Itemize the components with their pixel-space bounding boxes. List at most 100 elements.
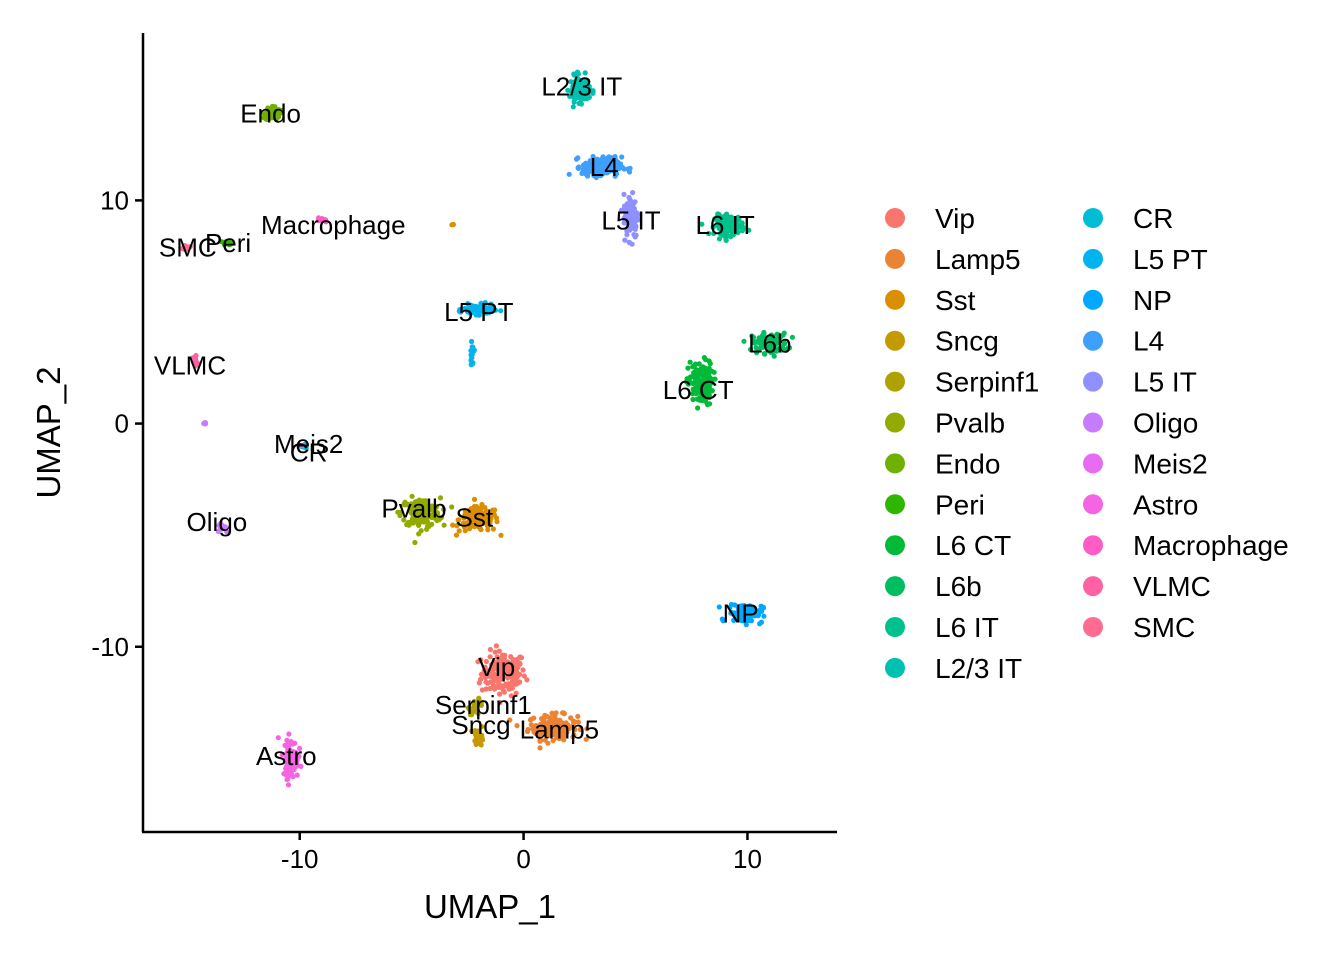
legend-key <box>885 289 905 310</box>
y-tick-label: -10 <box>91 632 129 662</box>
legend-key <box>1083 453 1103 474</box>
cluster-label: L4 <box>590 152 619 182</box>
data-point <box>450 221 456 228</box>
data-point <box>460 520 466 526</box>
data-point <box>498 672 505 678</box>
data-point <box>483 686 489 692</box>
series-l5-it <box>618 190 641 247</box>
legend-label: Vip <box>935 203 975 234</box>
series-meis2 <box>297 442 306 449</box>
data-point <box>413 507 419 513</box>
data-point <box>624 228 630 234</box>
data-point <box>299 443 306 449</box>
data-point <box>528 722 534 728</box>
legend-key <box>1083 412 1103 433</box>
data-point <box>525 726 531 733</box>
data-point <box>537 745 543 751</box>
legend-item: VLMC <box>1083 571 1211 602</box>
data-point <box>482 308 488 314</box>
data-point <box>571 99 577 105</box>
data-point <box>709 388 715 394</box>
data-point <box>612 173 618 179</box>
data-point <box>720 618 726 624</box>
data-point <box>483 658 489 665</box>
cluster-label: Pvalb <box>381 493 446 523</box>
data-point <box>724 211 730 217</box>
data-point <box>741 338 747 344</box>
data-point <box>550 738 556 744</box>
legend-label: L2/3 IT <box>935 653 1022 684</box>
data-point <box>593 158 599 165</box>
data-point <box>201 420 207 427</box>
data-point <box>455 517 461 523</box>
data-point <box>470 509 476 515</box>
data-point <box>487 518 493 524</box>
data-point <box>498 532 504 538</box>
data-point <box>230 240 236 246</box>
data-point <box>761 329 767 336</box>
data-point <box>750 334 757 340</box>
data-point <box>706 365 712 371</box>
series-l6-ct <box>684 355 718 411</box>
data-point <box>265 106 271 113</box>
series-l5-pt <box>456 300 504 368</box>
x-tick-label: -10 <box>281 844 319 874</box>
data-point <box>193 357 199 363</box>
data-point <box>439 514 445 521</box>
data-point <box>441 522 447 528</box>
legend-label: Oligo <box>1133 408 1198 439</box>
data-point <box>433 512 439 518</box>
data-point <box>504 663 510 669</box>
data-point <box>575 165 581 171</box>
data-point <box>595 163 601 169</box>
data-point <box>493 643 499 649</box>
data-point <box>469 306 475 312</box>
data-point <box>696 361 702 367</box>
legend-key <box>885 330 905 351</box>
data-point <box>286 760 292 766</box>
data-point <box>727 217 733 223</box>
data-point <box>498 659 504 665</box>
legend-key <box>1083 494 1103 515</box>
legend-item: Serpinf1 <box>885 367 1039 398</box>
data-point <box>545 726 551 732</box>
data-point <box>607 168 613 174</box>
data-point <box>500 664 506 670</box>
data-point <box>699 397 705 404</box>
data-point <box>297 745 303 752</box>
data-point <box>561 711 568 717</box>
data-point <box>730 229 736 235</box>
legend-key <box>1083 617 1103 637</box>
data-point <box>587 160 593 166</box>
data-point <box>501 689 507 695</box>
data-point <box>623 212 629 218</box>
cluster-label: L5 IT <box>601 206 660 236</box>
data-point <box>579 170 585 176</box>
data-point <box>461 514 467 520</box>
legend-item: L6b <box>885 571 982 602</box>
data-point <box>490 666 496 673</box>
data-point <box>705 393 711 399</box>
y-axis-title: UMAP_2 <box>30 366 67 498</box>
data-point <box>700 378 706 384</box>
data-point <box>735 222 741 229</box>
data-point <box>475 659 481 665</box>
data-point <box>571 71 577 77</box>
data-point <box>545 740 551 746</box>
data-point <box>487 654 493 660</box>
legend-key <box>885 453 905 474</box>
data-point <box>479 520 485 526</box>
data-point <box>739 605 745 611</box>
data-point <box>509 660 515 666</box>
data-point <box>279 752 285 758</box>
legend-key <box>1083 208 1103 228</box>
legend-item: L5 IT <box>1083 367 1197 398</box>
legend-label: NP <box>1133 285 1172 316</box>
data-point <box>479 724 485 730</box>
data-point <box>576 78 582 84</box>
legend-key <box>1083 248 1103 269</box>
data-point <box>402 502 408 508</box>
legend-key <box>885 208 905 228</box>
legend-label: L6 IT <box>935 612 999 643</box>
